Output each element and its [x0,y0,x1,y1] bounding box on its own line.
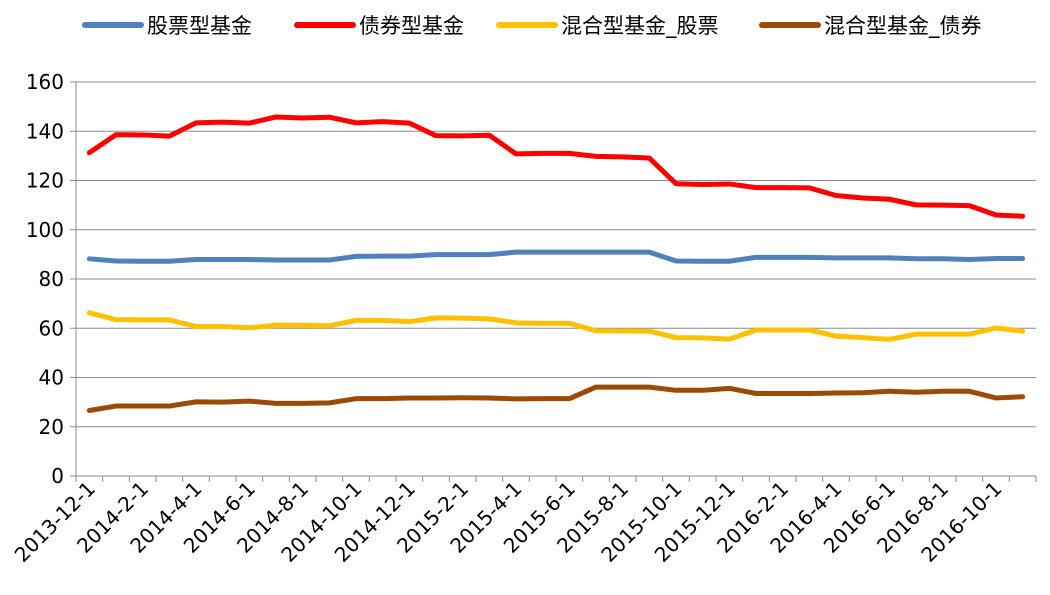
series-lines [86,114,1026,413]
series-line [86,114,1026,219]
legend-label: 债券型基金 [359,14,464,38]
y-tick-label: 40 [39,366,64,390]
y-tick-label: 160 [26,70,64,94]
y-tick-label: 60 [39,316,64,340]
legend: 股票型基金 债券型基金 混合型基金_股票 混合型基金_债券 [82,14,982,39]
series-line [86,384,1026,413]
legend-label: 混合型基金_债券 [824,14,982,39]
legend-label: 混合型基金_股票 [561,14,719,39]
legend-label: 股票型基金 [147,14,252,38]
series-line [86,310,1026,342]
y-tick-label: 0 [51,464,64,488]
series-line [86,249,1026,264]
y-tick-label: 80 [39,267,64,291]
y-tick-label: 20 [39,415,64,439]
y-tick-label: 140 [26,119,64,143]
y-tick-label: 120 [26,169,64,193]
y-tick-label: 100 [26,218,64,242]
